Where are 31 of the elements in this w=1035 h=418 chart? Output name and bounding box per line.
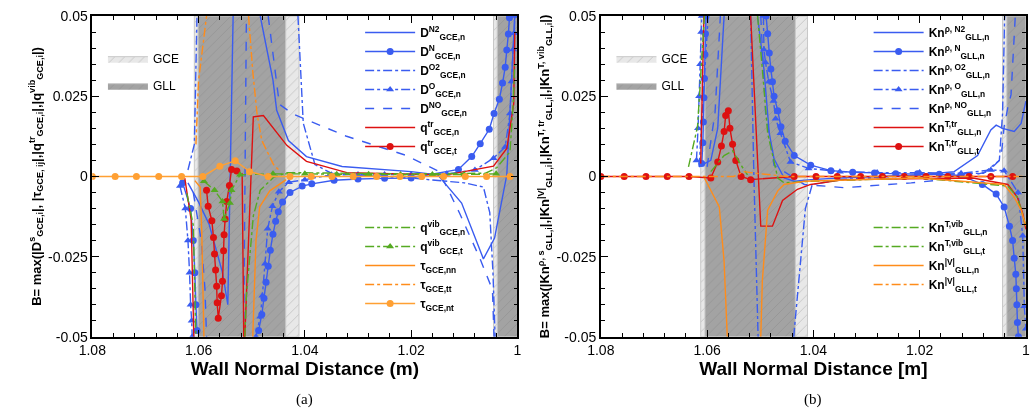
legend-label: τ$_{GCE,nt}$ (420, 297, 455, 313)
y-tick-label: 0.025 (561, 88, 597, 105)
y-tick-label: 0.05 (60, 7, 88, 24)
y-tick-label: -0.025 (556, 248, 597, 265)
y-tick-label: 0.05 (569, 7, 597, 24)
band-label: GCE (661, 52, 688, 67)
x-axis-title: Wall Normal Distance [m] (699, 358, 928, 380)
x-tick-label: 1.04 (291, 342, 319, 359)
x-tick-label: 1.02 (906, 342, 934, 359)
band-label: GLL (152, 79, 176, 94)
y-tick-label: 0 (79, 168, 88, 185)
text: (a) (296, 391, 313, 408)
x-tick-label: 1.04 (799, 342, 828, 359)
x-tick-label: 1.08 (78, 342, 107, 359)
x-tick-label: 1 (1022, 342, 1031, 359)
x-tick-label: 1.06 (184, 342, 213, 359)
text: (b) (804, 391, 822, 408)
x-tick-label: 1.08 (587, 342, 615, 359)
band-label: GLL (661, 79, 685, 94)
x-tick-label: 1.06 (693, 342, 721, 359)
legend-label: τ$_{GCE,tt}$ (420, 278, 452, 294)
y-tick-label: 0 (588, 168, 597, 185)
y-tick-label: 0.025 (52, 88, 88, 105)
x-tick-label: 1.02 (397, 342, 425, 359)
y-tick-label: -0.05 (55, 328, 88, 345)
x-axis-title: Wall Normal Distance (m) (190, 358, 420, 380)
x-tick-label: 1 (513, 342, 522, 359)
band-label: GCE (152, 52, 179, 67)
y-tick-label: -0.025 (48, 248, 88, 265)
y-tick-label: -0.05 (564, 328, 597, 345)
legend-label: τ$_{GCE,nn}$ (420, 259, 457, 275)
